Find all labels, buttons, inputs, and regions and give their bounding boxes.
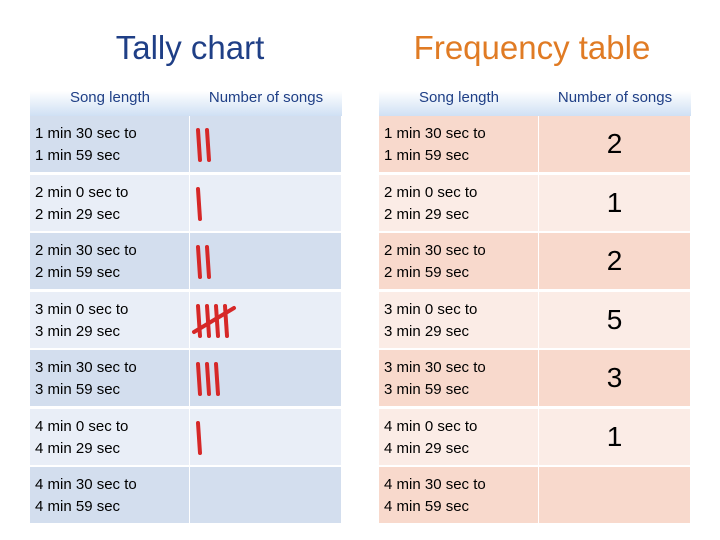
frequency-table-title: Frequency table: [413, 29, 651, 66]
freq-song-length-cell: 3 min 0 sec to 3 min 29 sec: [379, 292, 539, 348]
song-length-line: 3 min 29 sec: [384, 323, 470, 340]
song-length-line: 1 min 59 sec: [384, 147, 470, 164]
tally-mark: [196, 362, 202, 396]
tally-mark: [214, 304, 220, 338]
freq-song-length-cell: 4 min 0 sec to 4 min 29 sec: [379, 409, 539, 465]
tally-mark: [205, 128, 211, 162]
song-length-line: 3 min 0 sec to: [384, 301, 478, 318]
tally-mark: [196, 245, 202, 279]
freq-song-length-cell: 2 min 0 sec to 2 min 29 sec: [379, 175, 539, 231]
tally-marks-cell: [190, 467, 342, 523]
song-length-line: 4 min 29 sec: [384, 440, 470, 457]
tally-marks: [196, 245, 211, 279]
frequency-count-cell: 2: [539, 233, 691, 289]
tally-marks-cell: [190, 350, 342, 406]
tally-song-length-cell: 2 min 0 sec to 2 min 29 sec: [30, 175, 190, 231]
song-length-line: 2 min 29 sec: [384, 206, 470, 223]
freq-song-length-cell: 1 min 30 sec to 1 min 59 sec: [379, 116, 539, 172]
tally-mark: [205, 245, 211, 279]
tally-song-length-cell: 1 min 30 sec to 1 min 59 sec: [30, 116, 190, 172]
tally-marks-cell: [190, 116, 342, 172]
freq-song-length-cell: 4 min 30 sec to 4 min 59 sec: [379, 467, 539, 523]
tally-header-number-of-songs: Number of songs: [190, 80, 342, 116]
song-length-line: 4 min 30 sec to: [384, 476, 486, 493]
frequency-count-cell: 3: [539, 350, 691, 406]
tally-song-length-cell: 3 min 0 sec to 3 min 29 sec: [30, 292, 190, 348]
tally-marks: [190, 467, 342, 523]
song-length-line: 1 min 30 sec to: [35, 125, 137, 142]
song-length-line: 3 min 59 sec: [384, 381, 470, 398]
song-length-line: 3 min 59 sec: [35, 381, 121, 398]
song-length-line: 1 min 30 sec to: [384, 125, 486, 142]
tally-marks: [196, 421, 202, 455]
song-length-line: 3 min 29 sec: [35, 323, 121, 340]
tally-mark: [196, 128, 202, 162]
song-length-line: 4 min 29 sec: [35, 440, 121, 457]
song-length-line: 4 min 0 sec to: [384, 418, 478, 435]
song-length-line: 4 min 59 sec: [35, 498, 121, 515]
tally-marks-cell: [190, 233, 342, 289]
frequency-count-cell: [539, 467, 691, 523]
tally-song-length-cell: 4 min 30 sec to 4 min 59 sec: [30, 467, 190, 523]
tally-strike: [192, 306, 236, 334]
song-length-line: 2 min 0 sec to: [384, 184, 478, 201]
song-length-line: 2 min 30 sec to: [384, 242, 486, 259]
song-length-line: 3 min 30 sec to: [384, 359, 486, 376]
tally-header-song-length: Song length: [30, 80, 190, 116]
tally-chart-title: Tally chart: [115, 29, 265, 66]
tally-mark: [205, 362, 211, 396]
song-length-line: 4 min 0 sec to: [35, 418, 129, 435]
frequency-count-cell: 1: [539, 175, 691, 231]
song-length-line: 4 min 30 sec to: [35, 476, 137, 493]
tally-mark: [196, 187, 202, 221]
tally-marks: [192, 304, 236, 338]
song-length-line: 2 min 0 sec to: [35, 184, 129, 201]
song-length-line: 4 min 59 sec: [384, 498, 470, 515]
song-length-line: 2 min 59 sec: [35, 264, 121, 281]
tally-marks: [196, 128, 211, 162]
tally-song-length-cell: 4 min 0 sec to 4 min 29 sec: [30, 409, 190, 465]
tally-marks: [196, 362, 220, 396]
freq-header-song-length: Song length: [379, 80, 539, 116]
tally-song-length-cell: 3 min 30 sec to 3 min 59 sec: [30, 350, 190, 406]
song-length-line: 2 min 30 sec to: [35, 242, 137, 259]
frequency-count-cell: 2: [539, 116, 691, 172]
tally-song-length-cell: 2 min 30 sec to 2 min 59 sec: [30, 233, 190, 289]
tally-marks-cell: [190, 292, 342, 348]
freq-song-length-cell: 3 min 30 sec to 3 min 59 sec: [379, 350, 539, 406]
tally-marks-cell: [190, 175, 342, 231]
song-length-line: 3 min 30 sec to: [35, 359, 137, 376]
song-length-line: 1 min 59 sec: [35, 147, 121, 164]
song-length-line: 2 min 59 sec: [384, 264, 470, 281]
tally-marks-cell: [190, 409, 342, 465]
freq-header-number-of-songs: Number of songs: [539, 80, 691, 116]
tally-mark: [196, 421, 202, 455]
frequency-count-cell: 5: [539, 292, 691, 348]
tally-mark: [214, 362, 220, 396]
tally-mark: [205, 304, 211, 338]
song-length-line: 2 min 29 sec: [35, 206, 121, 223]
tally-marks: [196, 187, 202, 221]
song-length-line: 3 min 0 sec to: [35, 301, 129, 318]
frequency-count-cell: 1: [539, 409, 691, 465]
tally-mark: [196, 304, 202, 338]
freq-song-length-cell: 2 min 30 sec to 2 min 59 sec: [379, 233, 539, 289]
